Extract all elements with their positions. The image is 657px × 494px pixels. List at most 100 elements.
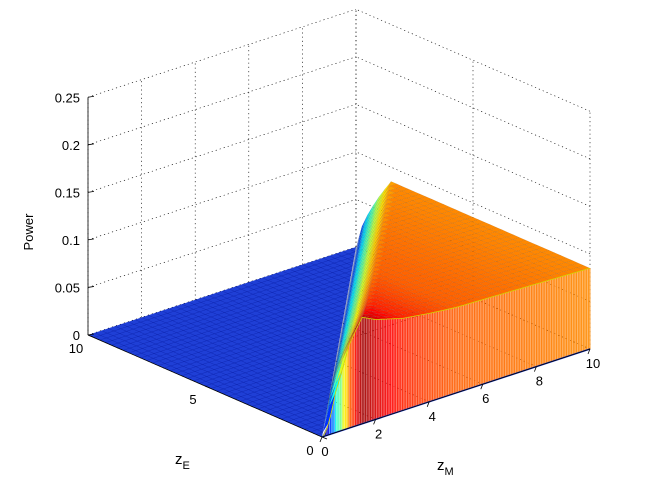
surface-mesh-line: [169, 313, 345, 371]
x-tick: [319, 436, 323, 443]
surface-patch: [424, 199, 439, 204]
x-axis-label: zM: [437, 457, 454, 478]
surface-mesh-line: [228, 360, 336, 397]
y-axis-label: zE: [175, 451, 190, 472]
surface-mesh-line: [181, 322, 343, 376]
surface-mesh-line: [240, 370, 334, 402]
surface-mesh-line: [309, 262, 351, 281]
surface-mesh-line: [152, 299, 347, 364]
grid-line-z-side: [355, 8, 591, 112]
surface-mesh-line: [111, 265, 353, 346]
grid-line-z-side: [355, 56, 591, 160]
surface-mesh-line: [304, 422, 325, 430]
x-tick: [373, 419, 376, 425]
surface-mesh-line: [201, 297, 337, 357]
x-axis-line: [321, 348, 591, 438]
surface-mesh-line: [316, 432, 323, 435]
x-tick-label: 10: [586, 356, 600, 371]
x-tick-label: 2: [375, 426, 382, 441]
surface-mesh-line: [105, 261, 354, 343]
surface-patch: [459, 214, 474, 220]
grid-line-z-back: [87, 8, 357, 98]
y-tick-label: 5: [189, 392, 196, 407]
surface-mesh-line: [188, 301, 335, 366]
z-tick: [87, 238, 95, 241]
surface-mesh-line: [222, 356, 337, 394]
surface-mesh-line: [163, 308, 346, 369]
surface-mesh-line: [134, 284, 350, 356]
surface-mesh-line: [255, 279, 344, 319]
surface-mesh-line: [242, 284, 342, 328]
grid-line-z-side: [355, 104, 591, 207]
z-tick: [87, 333, 95, 336]
z-axis-label: Power: [21, 213, 36, 251]
x-axis-label-sub: M: [445, 466, 454, 478]
surface-mesh-line: [335, 253, 354, 262]
surface-mesh-line: [280, 403, 329, 420]
x-tick-label: 6: [482, 391, 489, 406]
surface-mesh-line: [298, 417, 326, 427]
surface-mesh-line: [269, 394, 330, 415]
surface-patch: [553, 255, 568, 261]
surface-patch: [401, 188, 415, 194]
x-tick-label: 8: [536, 374, 543, 389]
surface-patch: [547, 252, 562, 258]
surface-mesh-line: [134, 319, 329, 404]
grid-line-z-back: [87, 104, 357, 193]
grid-line-z-back: [87, 56, 357, 146]
y-tick: [321, 436, 328, 440]
y-tick: [87, 334, 94, 338]
surface-front-edge: [321, 267, 591, 438]
surface-patch: [389, 183, 404, 189]
y-axis-label-main: z: [175, 451, 183, 468]
surface-patch: [541, 250, 556, 255]
z-tick: [87, 143, 95, 146]
surface-mesh-line: [215, 293, 339, 347]
surface-mesh-line: [228, 288, 340, 338]
surface-patch: [354, 214, 368, 252]
z-tick-label: 0: [73, 328, 80, 343]
grid-line-z-side: [355, 151, 591, 255]
surface-mesh-line: [93, 251, 356, 338]
surface-mesh-line: [187, 327, 342, 379]
surface-mesh-line: [123, 275, 351, 351]
surface-mesh-line: [245, 375, 334, 405]
x-tick: [534, 366, 537, 372]
surface-mesh-line: [175, 318, 344, 374]
x-tick: [426, 401, 430, 407]
surface-patch: [518, 239, 532, 245]
surface-mesh-line: [268, 275, 346, 309]
grid-line-z-back: [87, 151, 357, 241]
surface-mesh-line: [128, 280, 351, 354]
surface-mesh-line: [257, 384, 332, 410]
z-tick-label: 0.1: [62, 233, 80, 248]
surface-patch: [372, 188, 386, 210]
surface-patch: [559, 257, 573, 263]
surface-mesh-line: [349, 249, 356, 252]
surface-mesh-line: [210, 346, 339, 389]
surface-patch: [512, 237, 527, 243]
surface-mesh-line: [175, 306, 334, 376]
surface-mesh-line: [158, 303, 346, 366]
surface-mesh-line: [121, 323, 327, 414]
surface-patch: [571, 262, 585, 268]
y-tick-label: 0: [306, 443, 313, 458]
x-tick: [480, 384, 484, 390]
y-tick-label: 10: [69, 341, 83, 356]
z-tick-label: 0.25: [55, 90, 80, 105]
surface-mesh-line: [140, 289, 349, 359]
surface-mesh-line: [234, 365, 335, 399]
surface-mesh-line: [94, 332, 323, 433]
surface-mesh-line: [286, 408, 328, 422]
z-tick-label: 0.05: [55, 280, 80, 295]
surface-mesh-line: [295, 266, 349, 290]
surface-patch: [448, 209, 462, 215]
z-tick-label: 0.2: [62, 138, 80, 153]
x-axis-label-main: z: [437, 457, 445, 474]
surface-mesh-line: [322, 257, 352, 271]
surface-mesh-line: [148, 315, 330, 395]
surface-patch: [366, 196, 380, 220]
surface-mesh-line: [310, 427, 324, 433]
z-tick: [87, 190, 95, 193]
